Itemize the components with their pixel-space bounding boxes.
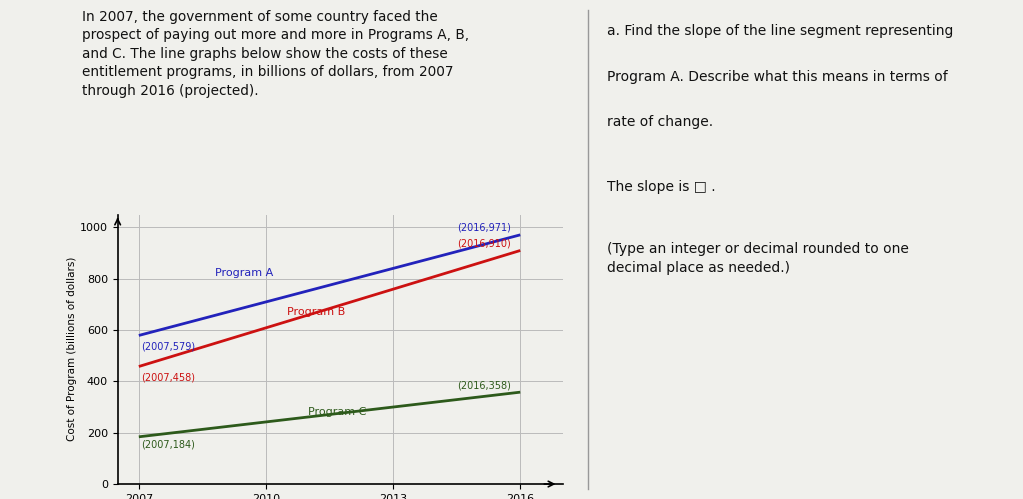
- Text: (2016,971): (2016,971): [456, 223, 510, 233]
- Text: a. Find the slope of the line segment representing: a. Find the slope of the line segment re…: [607, 24, 953, 38]
- Text: The slope is □ .: The slope is □ .: [607, 180, 715, 194]
- Text: Program A: Program A: [215, 268, 273, 278]
- Text: Program C: Program C: [308, 407, 366, 417]
- Text: (2007,579): (2007,579): [141, 341, 195, 352]
- Text: Program B: Program B: [287, 307, 346, 317]
- Text: (2007,184): (2007,184): [141, 439, 194, 449]
- Text: (2016,910): (2016,910): [456, 239, 510, 249]
- Y-axis label: Cost of Program (billions of dollars): Cost of Program (billions of dollars): [68, 257, 77, 442]
- Text: (Type an integer or decimal rounded to one
decimal place as needed.): (Type an integer or decimal rounded to o…: [607, 243, 908, 275]
- Text: (2016,358): (2016,358): [456, 380, 510, 390]
- Text: In 2007, the government of some country faced the
prospect of paying out more an: In 2007, the government of some country …: [82, 10, 469, 98]
- Text: Program A. Describe what this means in terms of: Program A. Describe what this means in t…: [607, 70, 947, 84]
- Text: (2007,458): (2007,458): [141, 373, 195, 383]
- Text: rate of change.: rate of change.: [607, 115, 713, 129]
